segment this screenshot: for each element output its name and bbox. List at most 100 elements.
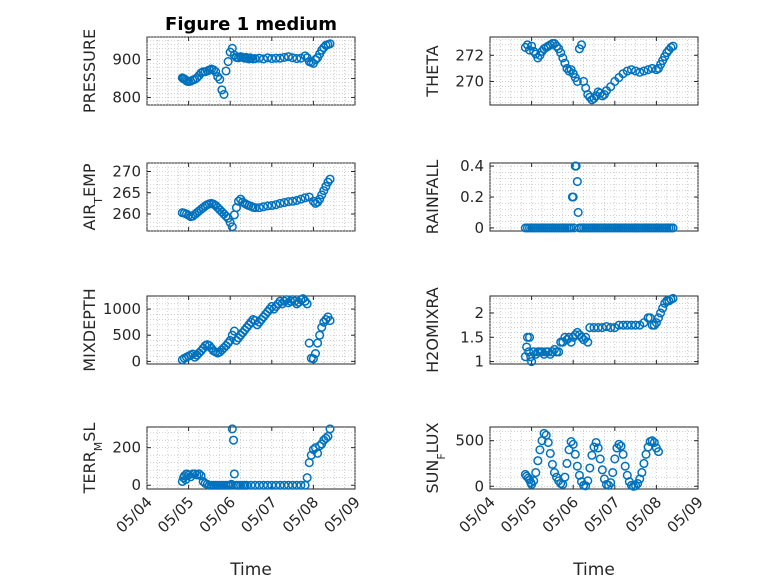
y-axis-label-8: SUNFLUX [423,422,448,493]
data-point [631,481,641,491]
subplot-2: 270 272 THETA [423,36,699,106]
data-point [225,217,235,228]
data-point [537,347,547,357]
data-point [302,299,312,309]
data-point [325,424,335,434]
data-point [522,40,532,50]
data-point [321,314,331,325]
data-point [649,437,659,448]
data-point [568,439,578,449]
data-point [620,461,630,471]
data-point [581,481,591,491]
data-point [543,437,553,448]
y-tick-label: 900 [112,51,141,69]
data-point [533,456,543,466]
data-point [572,176,582,187]
data-point [668,41,678,51]
data-point [529,476,539,486]
data-point [300,51,310,61]
data-point [325,39,335,49]
data-point [292,195,302,205]
data-point [250,203,260,213]
data-point [229,469,239,479]
data-point [601,322,612,332]
y-tick-label: 1 [474,353,484,371]
y-tick-label: 500 [455,432,484,450]
data-point [573,207,583,218]
data-point [221,66,231,76]
y-tick-label: 0 [474,477,484,495]
data-point [653,313,664,323]
data-point [527,357,537,367]
data-point [229,326,239,336]
y-tick-label: 200 [112,439,141,457]
y-tick-label: 1.5 [460,328,484,346]
data-point [583,337,593,347]
data-point [547,347,557,357]
data-point [302,473,312,483]
data-point [258,202,269,212]
data-point [572,76,582,87]
data-point [219,89,229,99]
data-point [321,181,331,191]
data-point [668,293,678,303]
data-point [639,458,649,469]
data-point [581,332,591,342]
data-point [547,459,557,469]
data-point [558,53,568,63]
data-point [267,200,277,211]
data-point [275,198,285,208]
x-axis-label-right: Time [572,560,615,580]
y-axis-label-4: RAINFALL [423,160,442,235]
data-point [610,454,620,464]
data-point [631,320,641,330]
subplot-grid: 800 900 PRESSURE 270 272 THETA 260 265 270 AIRTEM… [80,29,707,536]
data-point [668,223,678,233]
data-point [317,322,327,332]
data-point [637,468,647,478]
data-point [576,332,587,342]
data-point [325,174,335,184]
subplot-6: 1 1.5 2 H2OMIXRA [423,287,699,373]
data-point [595,454,605,464]
data-point [290,296,300,306]
data-point [213,72,223,82]
data-point [325,316,335,326]
y-tick-label: 800 [112,88,141,106]
data-point [522,342,532,352]
data-point [545,448,555,458]
data-point [292,53,302,64]
x-axis-label-left: Time [229,560,272,580]
data-point [527,41,537,51]
data-point [597,465,607,475]
y-axis-label-2: THETA [423,45,442,97]
data-point [589,442,599,452]
data-point [591,437,601,448]
data-point [217,85,227,95]
data-point [585,92,595,102]
data-point [215,74,225,84]
data-point [296,194,306,204]
y-tick-label: 1000 [103,300,141,318]
data-point [524,332,535,342]
data-point [306,450,316,460]
data-point [310,55,321,65]
subplot-3: 260 265 270 AIRTEMP [80,162,356,232]
data-point [593,443,603,453]
data-point [647,436,657,446]
data-point [589,93,599,104]
data-point [531,468,541,478]
data-point [308,354,318,364]
data-point [254,203,264,213]
data-point [653,447,664,457]
data-point [556,48,566,58]
data-point [271,53,281,63]
y-tick-label: 260 [112,205,141,223]
data-point [562,63,572,73]
data-point [300,296,310,306]
subplot-4: 0 0.2 0.4 RAINFALL [423,157,699,237]
data-point [317,190,327,200]
figure-title: Figure 1 medium [165,14,337,35]
data-point [300,193,310,203]
